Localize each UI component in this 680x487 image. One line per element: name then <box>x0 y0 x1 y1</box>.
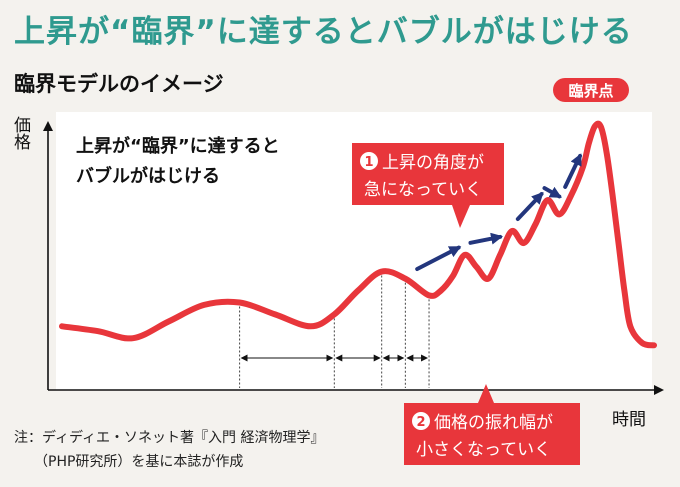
annotation-line-1: 上昇が“臨界”に達すると <box>76 135 280 157</box>
callout1-line2: 急になっていく <box>364 180 482 200</box>
annotation-line-2: バブルがはじける <box>76 165 220 187</box>
critical-point-label: 臨界点 <box>553 78 629 102</box>
y-axis-label: 価格 <box>10 116 31 150</box>
callout2-number: 2 <box>416 415 425 430</box>
price-curve <box>59 120 657 349</box>
trend-arrow-4 <box>563 153 582 189</box>
trend-arrow-3 <box>542 186 562 199</box>
footnote-line-1: 注：ディディエ・ソネット著『入門 経済物理学』 <box>14 430 325 446</box>
interval-guides <box>239 275 430 388</box>
callout2-number-badge <box>412 412 430 430</box>
trend-arrow-1 <box>468 232 504 245</box>
x-axis-label: 時間 <box>612 410 646 430</box>
trend-arrow-0 <box>415 245 462 272</box>
callout1-line1: 上昇の角度が <box>382 153 484 173</box>
critical-point-text: 臨界点 <box>568 82 613 100</box>
callout2-line1: 価格の振れ幅が <box>434 413 553 433</box>
callout-narrowing: 2 価格の振れ幅が 小さくなっていく <box>404 384 580 465</box>
footnote-line-2: （PHP研究所）を基に本誌が作成 <box>34 454 244 470</box>
trend-arrow-2 <box>515 191 544 222</box>
callout1-number: 1 <box>364 155 373 170</box>
trend-arrows <box>415 153 582 272</box>
callout2-line2: 小さくなっていく <box>416 440 551 460</box>
footnote: 注：ディディエ・ソネット著『入門 経済物理学』 （PHP研究所）を基に本誌が作成 <box>14 426 325 474</box>
callout-steepening: 1 上昇の角度が 急になっていく <box>352 143 504 228</box>
headline: 上昇が“臨界”に達するとバブルがはじける <box>14 14 633 50</box>
section-title: 臨界モデルのイメージ <box>14 72 224 96</box>
callout1-number-badge <box>360 152 378 170</box>
